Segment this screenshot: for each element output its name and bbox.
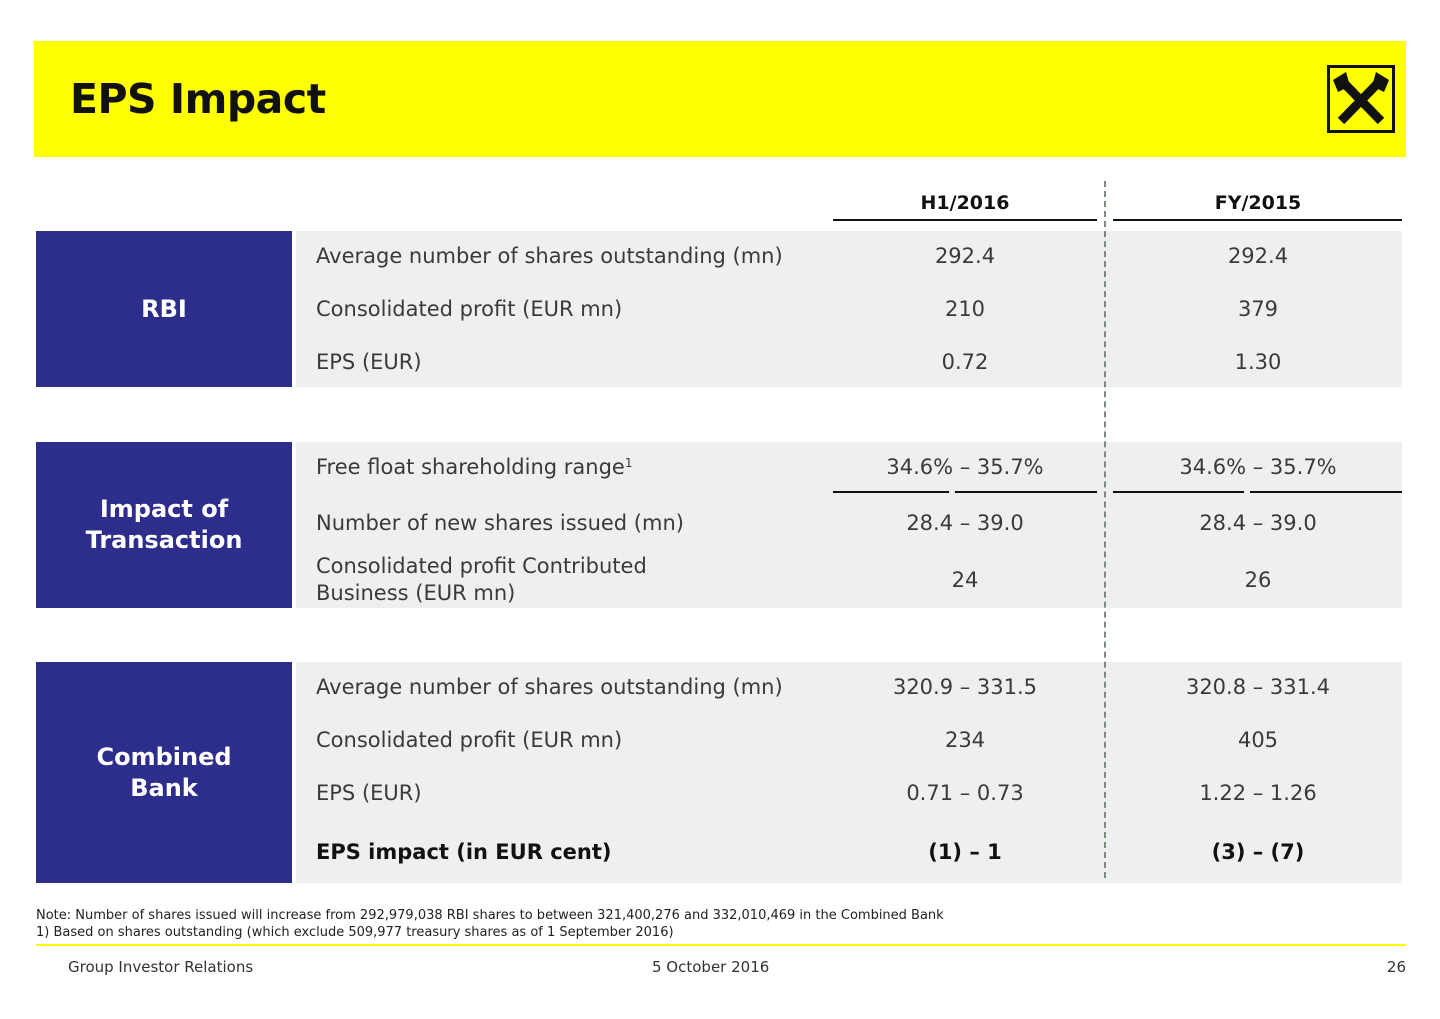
column-header-fy-2015: FY/2015 (1214, 192, 1302, 214)
value-h1: 292.4 (934, 244, 996, 268)
value-fy: 34.6% – 35.7% (1179, 455, 1337, 479)
value-fy: 1.22 – 1.26 (1199, 781, 1317, 805)
row-label: Free float shareholding range1 (316, 454, 632, 481)
footnote-marker: 1 (624, 456, 633, 470)
eps-impact-label: EPS impact (in EUR cent) (316, 840, 612, 864)
range-rule (1113, 491, 1244, 493)
range-rule (955, 491, 1097, 493)
page-number: 26 (1386, 958, 1406, 976)
row-label: Consolidated profit (EUR mn) (316, 297, 623, 321)
eps-impact-h1: (1) – 1 (928, 840, 1002, 864)
range-rule (1250, 491, 1402, 493)
value-fy: 405 (1237, 728, 1279, 752)
value-h1: 24 (951, 568, 979, 592)
row-label: Consolidated profit Contributed Business… (316, 553, 647, 607)
section-label-combined-bank: Combined Bank (36, 662, 292, 883)
section-label-rbi: RBI (36, 231, 292, 387)
row-label: Average number of shares outstanding (mn… (316, 244, 783, 268)
transaction-section-background (296, 442, 1402, 608)
row-label: Number of new shares issued (mn) (316, 511, 684, 535)
section-label-text: Impact of (99, 495, 229, 523)
crossed-gables-logo-icon (1327, 65, 1395, 133)
column-header-h1-2016: H1/2016 (920, 192, 1010, 214)
value-h1: 34.6% – 35.7% (886, 455, 1044, 479)
value-h1: 234 (944, 728, 986, 752)
column-header-rule (833, 219, 1097, 221)
note-text: Note: Number of shares issued will incre… (36, 908, 944, 923)
title-banner: EPS Impact (34, 41, 1406, 157)
section-label-text: Transaction (85, 526, 243, 554)
row-label-text: Consolidated profit Contributed (316, 554, 647, 578)
value-h1: 210 (944, 297, 986, 321)
value-fy: 26 (1244, 568, 1272, 592)
range-rule (833, 491, 949, 493)
row-label-text: Business (EUR mn) (316, 581, 516, 605)
footnote-text: 1) Based on shares outstanding (which ex… (36, 925, 674, 940)
section-label-text: RBI (141, 294, 187, 323)
value-h1: 320.9 – 331.5 (892, 675, 1038, 699)
section-label-text: Combined (96, 742, 232, 771)
rbi-section-background (296, 231, 1402, 387)
value-fy: 1.30 (1234, 350, 1282, 374)
row-label: Average number of shares outstanding (mn… (316, 675, 783, 699)
column-divider (1104, 181, 1106, 878)
value-h1: 0.71 – 0.73 (906, 781, 1024, 805)
row-label: EPS (EUR) (316, 781, 422, 805)
value-fy: 292.4 (1227, 244, 1289, 268)
row-label-text: Free float shareholding range (316, 455, 625, 479)
footer-left-text: Group Investor Relations (68, 958, 254, 976)
value-fy: 320.8 – 331.4 (1185, 675, 1331, 699)
column-header-rule (1113, 219, 1402, 221)
section-label-impact-of-transaction: Impact of Transaction (36, 442, 292, 608)
value-h1: 28.4 – 39.0 (906, 511, 1024, 535)
value-fy: 379 (1237, 297, 1279, 321)
row-label: EPS (EUR) (316, 350, 422, 374)
footer-rule (36, 944, 1406, 946)
row-label: Consolidated profit (EUR mn) (316, 728, 623, 752)
page-title: EPS Impact (70, 75, 326, 123)
value-h1: 0.72 (941, 350, 989, 374)
footer-date: 5 October 2016 (652, 958, 770, 976)
value-fy: 28.4 – 39.0 (1199, 511, 1317, 535)
section-label-text: Bank (130, 773, 198, 802)
eps-impact-fy: (3) – (7) (1211, 840, 1305, 864)
combined-bank-section-background (296, 662, 1402, 883)
